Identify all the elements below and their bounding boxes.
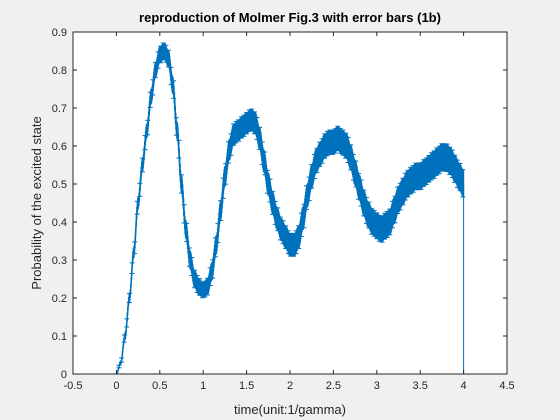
x-tick-label: 4.5 <box>499 380 514 392</box>
chart-title: reproduction of Molmer Fig.3 with error … <box>139 10 441 25</box>
series-line <box>115 50 464 375</box>
x-tick-label: 1 <box>200 380 206 392</box>
x-tick-label: 2 <box>287 380 293 392</box>
y-tick-label: 0.1 <box>52 331 67 343</box>
axes-layer: -0.5 0 0.5 1 1.5 2 2.5 3 3.5 4 4.500.10.20.30.40.5… <box>52 27 515 392</box>
x-tick-label: -0.5 <box>64 380 83 392</box>
y-tick-label: 0.7 <box>52 103 67 115</box>
x-tick-label: 0.5 <box>152 380 167 392</box>
x-tick-label: 0 <box>113 380 119 392</box>
y-tick-label: 0.6 <box>52 141 67 153</box>
x-tick-label: 4 <box>461 380 467 392</box>
x-axis-label: time(unit:1/gamma) <box>234 402 346 417</box>
y-tick-label: 0.3 <box>52 255 67 267</box>
y-tick-label: 0.9 <box>52 27 67 39</box>
x-tick-label: 3.5 <box>413 380 428 392</box>
plot-area <box>73 32 507 374</box>
y-tick-label: 0.8 <box>52 65 67 77</box>
y-tick-label: 0 <box>61 369 67 381</box>
x-tick-label: 2.5 <box>326 380 341 392</box>
y-tick-label: 0.5 <box>52 179 67 191</box>
x-tick-label: 3 <box>374 380 380 392</box>
y-axis-label: Probability of the excited state <box>29 116 44 289</box>
x-tick-label: 1.5 <box>239 380 254 392</box>
y-tick-label: 0.4 <box>52 217 67 229</box>
data-layer <box>113 42 466 375</box>
y-tick-label: 0.2 <box>52 293 67 305</box>
